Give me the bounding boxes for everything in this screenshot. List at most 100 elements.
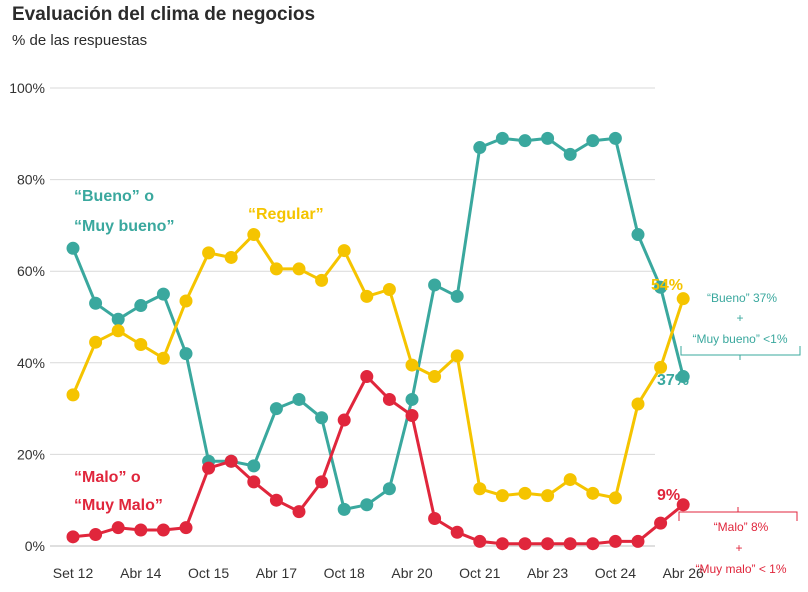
data-point-malo — [495, 537, 509, 551]
data-point-malo — [473, 534, 487, 548]
data-point-malo — [89, 528, 103, 542]
x-tick-label: Oct 21 — [459, 565, 500, 581]
data-point-malo — [247, 475, 261, 489]
data-point-bueno — [360, 498, 374, 512]
data-point-bueno — [156, 287, 170, 301]
data-point-regular — [179, 294, 193, 308]
data-point-malo — [179, 521, 193, 535]
data-point-malo — [676, 498, 690, 512]
data-point-malo — [224, 454, 238, 468]
data-point-bueno — [405, 392, 419, 406]
x-tick-label: Oct 24 — [595, 565, 636, 581]
y-axis-ticks: 0% 20% 40% 60% 80% 100% — [9, 80, 45, 554]
note-bueno-plus: + — [736, 311, 743, 325]
data-point-bueno — [541, 131, 555, 145]
data-point-bueno — [654, 280, 668, 294]
x-tick-label: Abr 20 — [391, 565, 432, 581]
data-point-regular — [541, 489, 555, 503]
note-malo-line2: “Muy malo” < 1% — [695, 562, 786, 576]
data-point-bueno — [66, 241, 80, 255]
data-point-malo — [405, 408, 419, 422]
data-point-regular — [495, 489, 509, 503]
data-point-bueno — [179, 347, 193, 361]
data-point-regular — [269, 262, 283, 276]
data-point-malo — [586, 537, 600, 551]
data-point-regular — [676, 292, 690, 306]
data-point-bueno — [382, 482, 396, 496]
chart-subtitle: % de las respuestas — [12, 32, 148, 49]
end-label-malo: 9% — [657, 487, 680, 504]
data-point-bueno — [608, 131, 622, 145]
series-malo — [66, 370, 690, 551]
y-tick-label: 60% — [17, 263, 45, 279]
data-point-malo — [563, 537, 577, 551]
series-line-malo — [72, 375, 685, 546]
data-point-bueno — [337, 502, 351, 516]
data-point-bueno — [134, 299, 148, 313]
data-point-bueno — [450, 289, 464, 303]
data-point-regular — [134, 337, 148, 351]
note-malo-plus: + — [735, 541, 742, 555]
series-line-bueno — [71, 136, 685, 511]
data-point-regular — [450, 349, 464, 363]
data-point-bueno — [586, 134, 600, 148]
data-point-bueno — [631, 228, 645, 242]
data-point-bueno — [315, 411, 329, 425]
end-label-regular: 54% — [651, 277, 683, 294]
data-point-malo — [360, 370, 374, 384]
series-lines — [66, 131, 690, 551]
data-point-malo — [450, 525, 464, 539]
x-tick-label: Abr 17 — [256, 565, 297, 581]
data-point-malo — [518, 537, 532, 551]
data-point-regular — [89, 335, 103, 349]
end-label-bueno: 37% — [657, 372, 689, 389]
data-point-bueno — [518, 134, 532, 148]
x-axis-ticks: Set 12 Abr 14 Oct 15 Abr 17 Oct 18 Abr 20 Oct … — [53, 565, 704, 581]
y-tick-label: 80% — [17, 172, 45, 188]
data-point-regular — [563, 473, 577, 487]
x-tick-label: Abr 23 — [527, 565, 568, 581]
data-point-malo — [292, 505, 306, 519]
series-label-malo-line2: “Muy Malo” — [74, 497, 163, 514]
data-point-bueno — [292, 392, 306, 406]
note-malo-line1: “Malo” 8% — [714, 520, 769, 534]
data-point-regular — [428, 370, 442, 384]
data-point-bueno — [473, 141, 487, 155]
note-bueno-line2: “Muy bueno” <1% — [692, 332, 787, 346]
series-label-bueno-line2: “Muy bueno” — [74, 218, 174, 235]
data-point-malo — [156, 523, 170, 537]
data-point-regular — [292, 262, 306, 276]
data-point-regular — [337, 244, 351, 258]
data-point-regular — [247, 228, 261, 242]
data-point-regular — [518, 486, 532, 500]
data-point-regular — [631, 397, 645, 411]
y-tick-label: 20% — [17, 446, 45, 462]
data-point-regular — [224, 250, 238, 264]
series-regular — [66, 228, 690, 505]
data-point-malo — [631, 534, 645, 548]
gridlines — [50, 87, 655, 547]
data-point-regular — [608, 491, 622, 505]
series-label-regular: “Regular” — [248, 206, 324, 223]
x-tick-label: Set 12 — [53, 565, 94, 581]
data-point-malo — [134, 523, 148, 537]
data-point-regular — [156, 351, 170, 365]
data-point-malo — [428, 512, 442, 526]
data-point-malo — [337, 413, 351, 427]
data-point-malo — [654, 516, 668, 530]
note-bueno-bracket — [680, 346, 801, 360]
data-point-malo — [66, 530, 80, 544]
data-point-bueno — [563, 147, 577, 161]
data-point-bueno — [495, 131, 509, 145]
x-tick-label: Abr 26 — [663, 565, 704, 581]
data-point-malo — [382, 392, 396, 406]
series-line-regular — [71, 233, 685, 500]
y-tick-label: 0% — [25, 538, 45, 554]
data-point-bueno — [269, 402, 283, 416]
note-malo-bracket — [678, 507, 798, 521]
data-point-bueno — [247, 459, 261, 473]
series-bueno — [66, 131, 690, 516]
note-bueno-line1: “Bueno” 37% — [707, 291, 777, 305]
data-point-bueno — [428, 278, 442, 292]
